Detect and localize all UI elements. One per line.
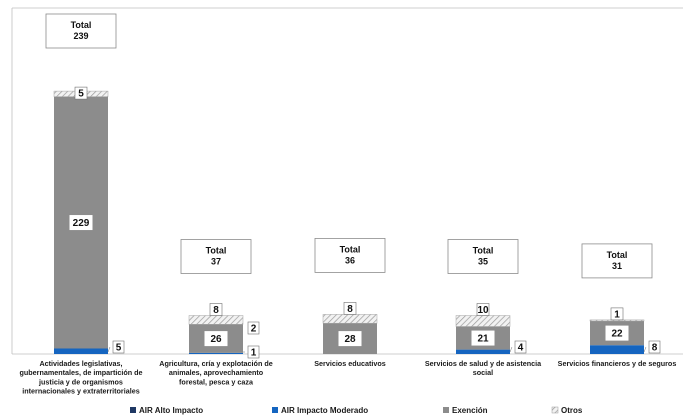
legend-label-4: Otros <box>561 406 583 415</box>
category-label-5-line-1: Servicios financieros y de seguros <box>558 359 677 368</box>
label-box-moderado-4 <box>514 340 527 354</box>
label-box-otros-3 <box>343 302 357 315</box>
value-label-exencion-2: 26 <box>210 334 222 345</box>
leader-line-moderado-1 <box>107 346 111 353</box>
label-box-moderado-2 <box>247 345 260 359</box>
category-label-1-line-2: gubernamentales, de impartición de <box>19 368 142 377</box>
category-label-3-line-1: Servicios educativos <box>314 359 386 368</box>
value-label-otros-2: 8 <box>213 305 219 316</box>
total-value-1: 239 <box>73 31 88 41</box>
total-title-2: Total <box>206 246 227 256</box>
total-title-5: Total <box>607 250 628 260</box>
value-label-exencion-5: 22 <box>611 329 623 340</box>
bar-segment-2-cat-5 <box>590 345 644 354</box>
label-box-exencion-1 <box>69 215 93 231</box>
value-label-exencion-1: 229 <box>73 218 90 229</box>
value-label-otros-3: 8 <box>347 304 353 315</box>
total-box-1 <box>45 13 117 49</box>
value-label-moderado-1: 5 <box>116 342 122 353</box>
category-label-2-line-2: animales, aprovechamiento <box>169 368 264 377</box>
category-label-2-line-1: Agricultura, cría y explotación de <box>159 359 272 368</box>
leader-line-moderado-4 <box>509 346 513 353</box>
value-label-otros-5: 1 <box>614 309 620 320</box>
bar-segment-2-cat-4 <box>456 349 510 354</box>
label-box-otros-5 <box>610 307 624 321</box>
bar-segment-4-cat-4 <box>455 315 511 327</box>
value-label-moderado-5: 8 <box>652 342 658 353</box>
bar-segment-2-cat-1 <box>54 348 108 354</box>
bar-segment-2-cat-2 <box>189 352 243 354</box>
total-box-4 <box>447 239 519 274</box>
total-box-5 <box>581 243 653 279</box>
total-title-4: Total <box>473 246 494 256</box>
bar-segment-4-cat-3 <box>322 314 378 324</box>
label-box-otros-4 <box>476 303 490 316</box>
total-title-3: Total <box>340 244 361 254</box>
total-value-5: 31 <box>612 261 622 271</box>
legend-swatch-1 <box>130 407 136 413</box>
bar-segment-4-cat-2 <box>188 315 244 325</box>
total-box-2 <box>180 239 252 274</box>
total-box-3 <box>314 237 386 273</box>
total-value-2: 37 <box>211 257 221 267</box>
category-label-1-line-1: Actividades legislativas, <box>39 359 122 368</box>
value-label-alto-impacto-2: 2 <box>251 323 257 334</box>
legend-swatch-4 <box>551 406 559 414</box>
label-box-exencion-5 <box>605 325 629 341</box>
total-title-1: Total <box>71 20 92 30</box>
label-box-extra-2 <box>247 321 260 335</box>
label-box-moderado-5 <box>648 340 661 354</box>
label-box-exencion-2 <box>204 331 228 347</box>
legend-label-1: AIR Alto Impacto <box>139 406 203 415</box>
legend-swatch-2 <box>272 407 278 413</box>
label-box-moderado-1 <box>112 340 125 354</box>
label-box-otros-2 <box>209 303 223 316</box>
legend-label-3: Exención <box>452 406 488 415</box>
value-label-moderado-2: 1 <box>251 347 257 358</box>
legend-swatch-3 <box>443 407 449 413</box>
category-label-4-line-2: social <box>473 368 493 377</box>
legend-label-2: AIR Impacto Moderado <box>281 406 368 415</box>
value-label-exencion-3: 28 <box>344 334 356 345</box>
label-box-otros-1 <box>74 86 88 100</box>
label-box-exencion-4 <box>471 330 495 346</box>
total-value-3: 36 <box>345 255 355 265</box>
category-label-4-line-1: Servicios de salud y de asistencia <box>425 359 542 368</box>
value-label-otros-4: 10 <box>477 305 489 316</box>
leader-line-moderado-5 <box>643 346 647 353</box>
category-label-1-line-4: internacionales y extraterritoriales <box>22 387 139 396</box>
value-label-moderado-4: 4 <box>518 342 524 353</box>
category-label-2-line-3: forestal, pesca y caza <box>179 377 254 386</box>
total-value-4: 35 <box>478 257 488 267</box>
value-label-exencion-4: 21 <box>477 334 489 345</box>
label-box-exencion-3 <box>338 331 362 347</box>
value-label-otros-1: 5 <box>78 89 84 100</box>
category-label-1-line-3: justicia y de organismos <box>38 377 123 386</box>
